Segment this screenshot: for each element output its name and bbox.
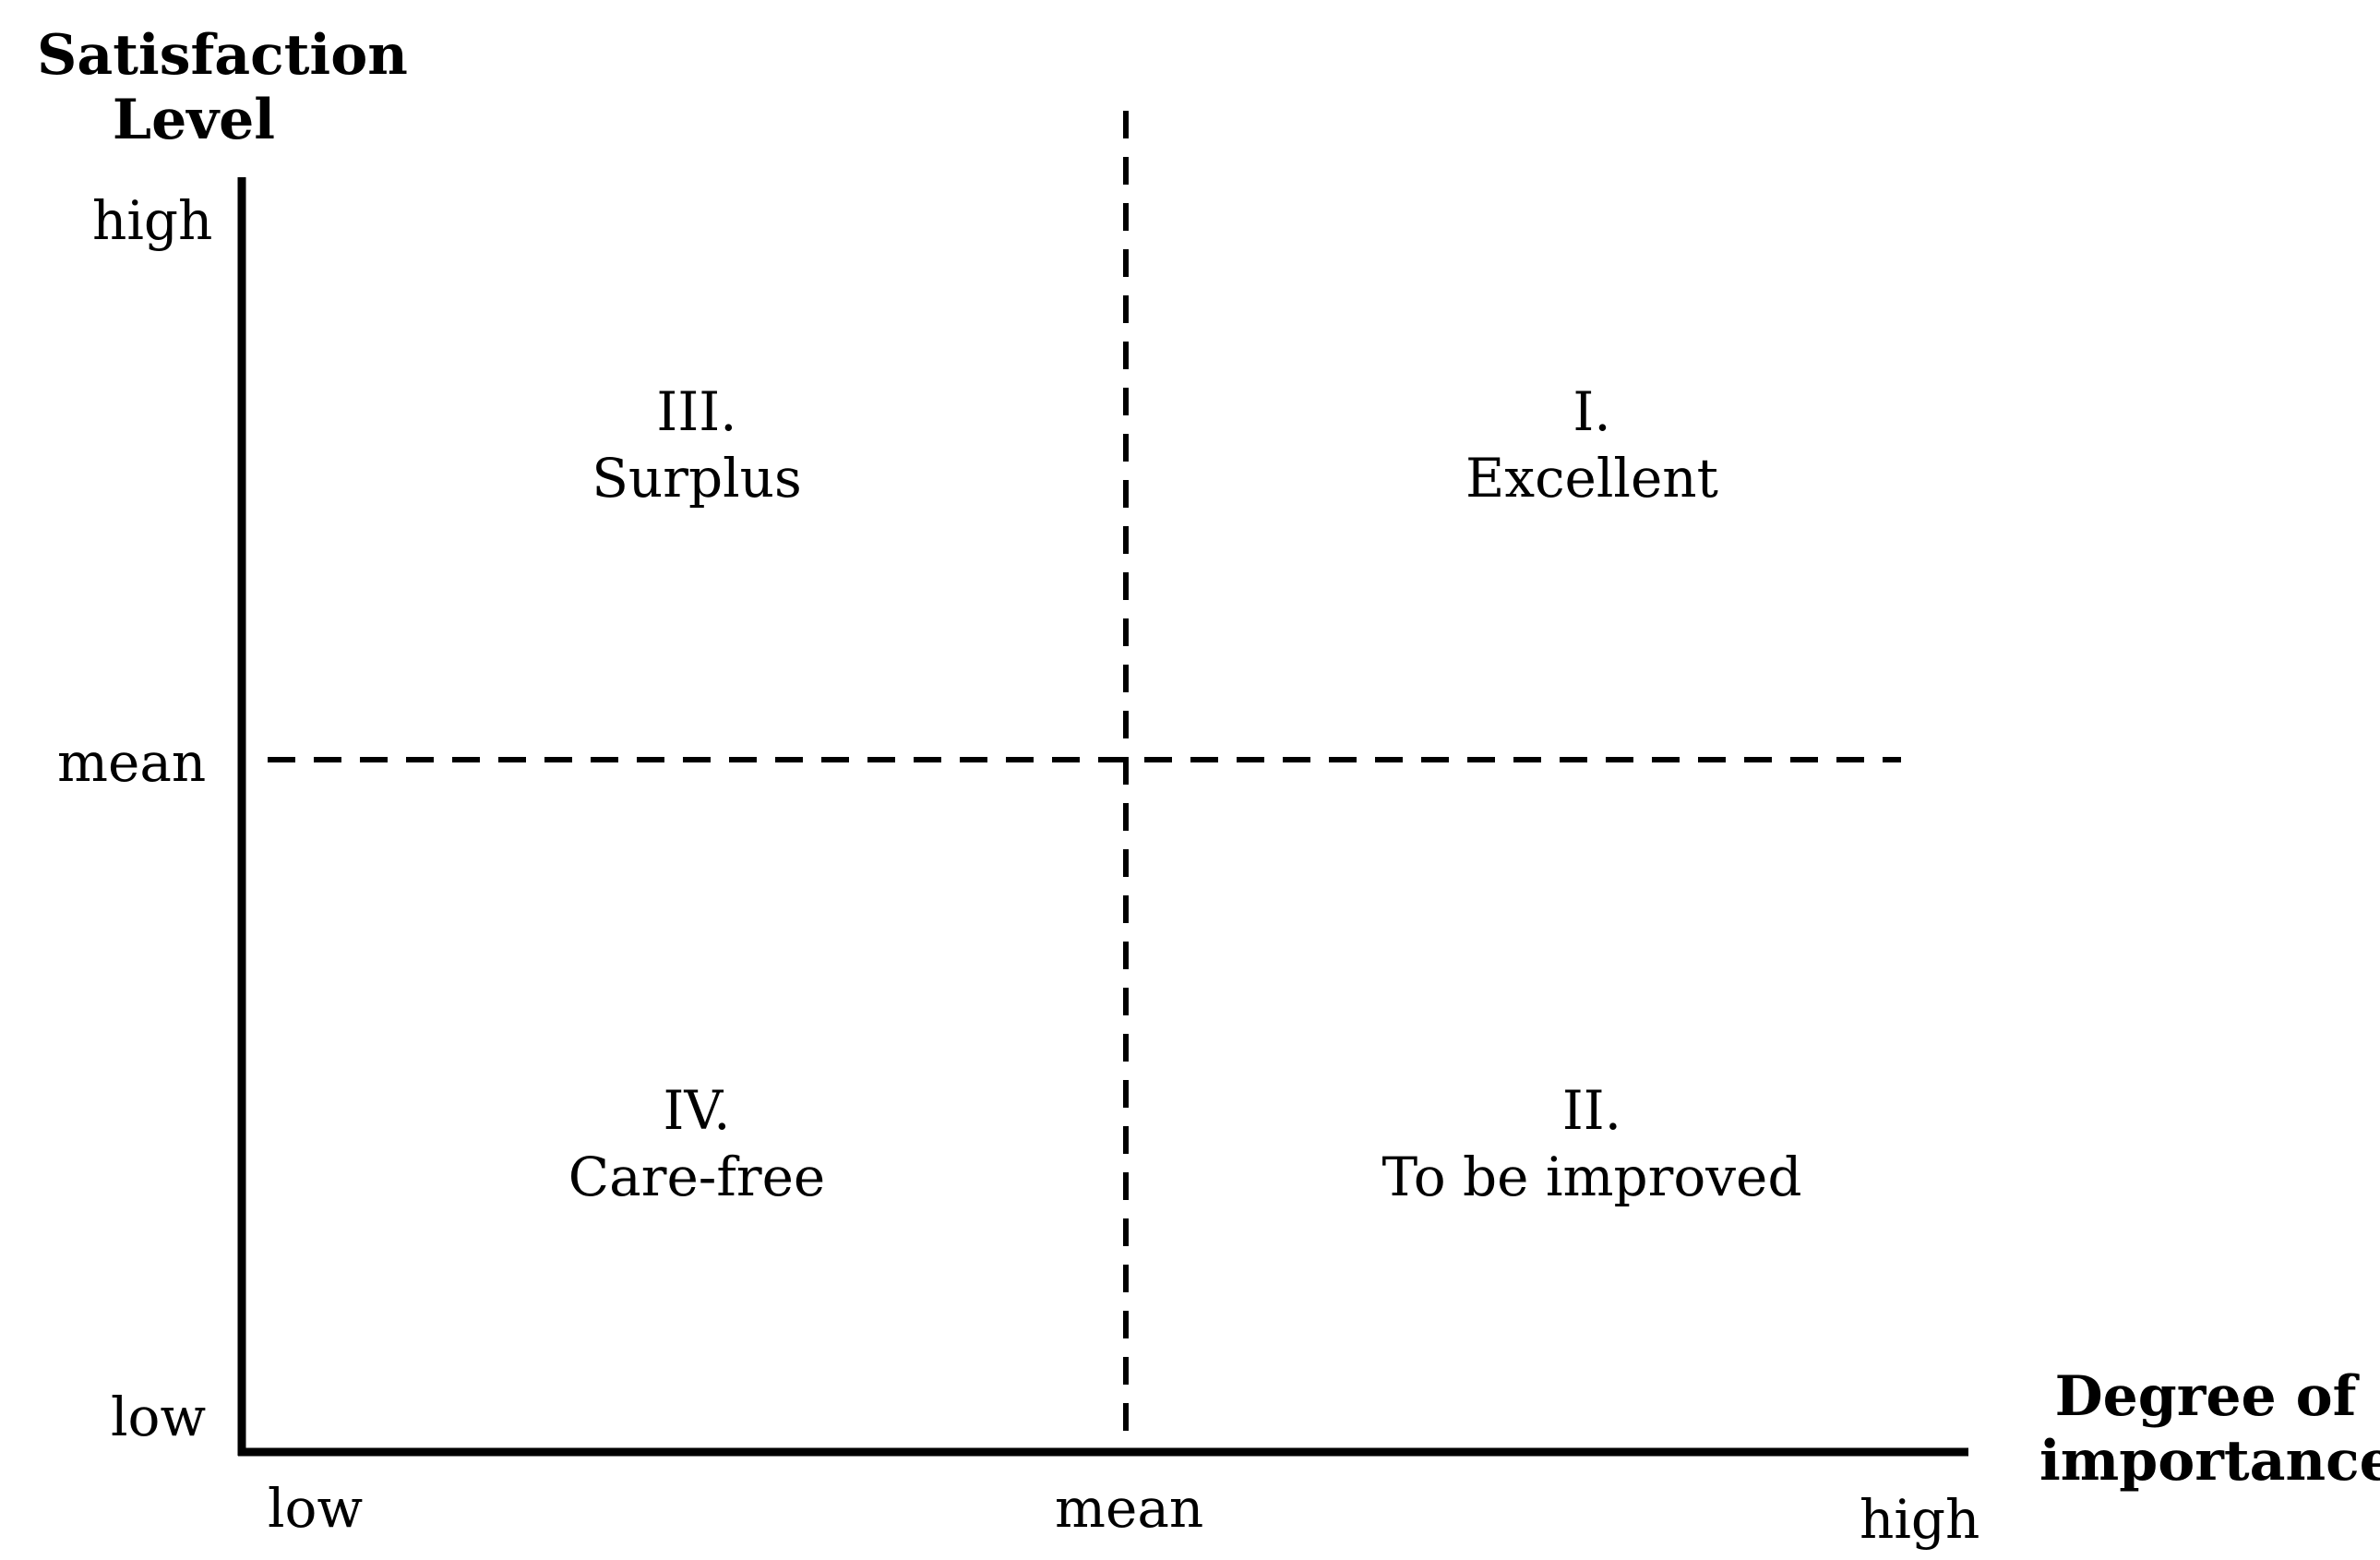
quadrant-top-right: I. Excellent xyxy=(1465,378,1718,511)
quadrant-bottom-right: II. To be improved xyxy=(1382,1077,1802,1210)
quadrant-top-right-label: Excellent xyxy=(1465,447,1718,510)
quadrant-bottom-left-numeral: IV. xyxy=(663,1079,731,1142)
quadrant-top-left-numeral: III. xyxy=(656,380,737,443)
x-axis-title-line1: Degree of xyxy=(2054,1364,2357,1429)
x-tick-low: low xyxy=(268,1477,364,1540)
quadrant-top-left: III. Surplus xyxy=(592,378,802,511)
y-tick-mean: mean xyxy=(57,731,207,794)
y-axis-title-line1: Satisfaction xyxy=(37,23,408,88)
y-axis-title-line2: Level xyxy=(112,88,276,152)
quadrant-top-right-numeral: I. xyxy=(1573,380,1611,443)
quadrant-top-left-label: Surplus xyxy=(592,447,802,510)
y-tick-low: low xyxy=(111,1386,207,1448)
quadrant-bottom-right-numeral: II. xyxy=(1561,1079,1622,1142)
x-tick-mean: mean xyxy=(1055,1477,1204,1540)
y-axis-title: Satisfaction Level xyxy=(37,23,408,152)
quadrant-bottom-left: IV. Care-free xyxy=(568,1077,825,1210)
y-tick-high: high xyxy=(92,189,213,252)
quadrant-bottom-left-label: Care-free xyxy=(568,1146,826,1208)
quadrant-bottom-right-label: To be improved xyxy=(1381,1146,1802,1208)
x-axis-title-line2: importance xyxy=(2039,1429,2380,1494)
x-axis-title: Degree of importance xyxy=(2039,1364,2380,1494)
x-tick-high: high xyxy=(1860,1488,1980,1551)
